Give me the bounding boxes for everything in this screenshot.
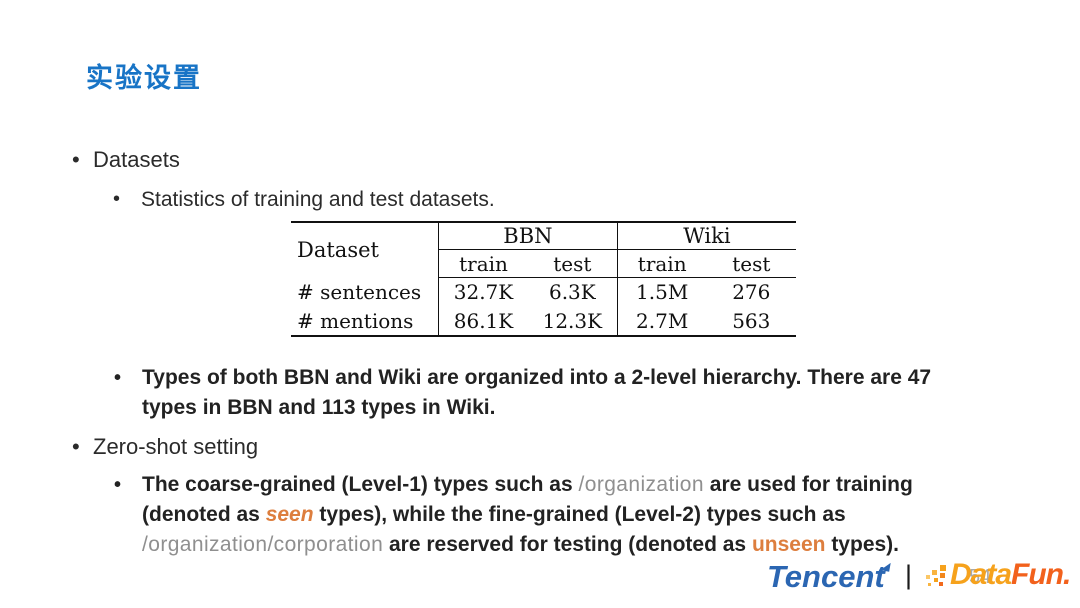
footer-divider: | [905,560,913,590]
bullet-datasets: • Datasets [72,147,180,173]
bullet-datasets-label: Datasets [93,147,180,172]
table-cell: 563 [732,308,771,333]
types-line-1: Types of both BBN and Wiki are organized… [142,366,932,389]
table-cell: 1.5M [616,277,707,307]
types-line-2: types in BBN and 113 types in Wiki. [142,396,496,419]
tencent-logo-text: Tencent [767,559,885,594]
datafun-dots-icon [926,565,946,586]
bullet-zeroshot-label: Zero-shot setting [93,434,259,459]
table-cell: 32.7K [438,277,528,307]
table-cell: 2.7M [616,306,707,336]
text-run: are reserved for testing (denoted as [383,533,752,556]
text-run: (denoted as [142,503,266,526]
zeroshot-line-3: /organization/corporation are reserved f… [142,530,913,560]
table-cell: 86.1K [438,306,528,336]
bullet-statistics: • Statistics of training and test datase… [113,188,495,212]
bullet-icon: • [72,147,80,172]
table-corner-header: Dataset [291,222,440,278]
datafun-text-fun: Fun. [1011,558,1071,591]
table-cell: 6.3K [548,280,596,305]
dataset-statistics-table: Dataset BBN Wiki train test train test #… [291,221,796,337]
datafun-logo-text: DataFun. [950,558,1071,592]
bullet-types-hierarchy: • Types of both BBN and Wiki are organiz… [114,363,931,423]
bullet-icon: • [113,188,121,210]
text-run: The coarse-grained (Level-1) types such … [142,473,579,496]
table-subheader: train [438,249,528,278]
table-header-row-groups: Dataset BBN Wiki [291,222,796,278]
table-header-row-splits: train test train test [291,249,796,278]
page-number: 54 [969,566,992,588]
table-group-header-wiki: Wiki [616,222,796,250]
bullet-coarse-grained: • The coarse-grained (Level-1) types suc… [114,470,913,560]
datafun-text-data: Data [950,558,1012,591]
table-subheader: train [616,249,707,278]
table-row-label: # sentences [297,280,422,304]
table-subheader: test [706,249,796,278]
unseen-keyword: unseen [751,533,826,556]
zeroshot-paragraph: The coarse-grained (Level-1) types such … [142,470,913,560]
type-path-corporation: /organization/corporation [142,533,384,556]
table-cell: 276 [732,280,771,305]
tencent-arrow-icon [879,561,891,572]
text-run: are used for training [703,473,913,496]
bullet-statistics-label: Statistics of training and test datasets… [141,188,495,211]
bullet-icon: • [72,434,80,459]
zeroshot-line-2: (denoted as seen types), while the fine-… [142,500,913,530]
bullet-zeroshot: • Zero-shot setting [72,434,258,460]
tencent-logo: Tencent [767,559,891,595]
table-subheader: test [527,249,618,278]
seen-keyword: seen [265,503,314,526]
type-path-organization: /organization [578,473,704,496]
table-cell: 12.3K [542,308,603,333]
text-run: types), while the fine-grained (Level-2)… [313,503,846,526]
zeroshot-line-1: The coarse-grained (Level-1) types such … [142,470,913,500]
datafun-logo: DataFun. [926,558,1071,592]
table-row-label: # mentions [297,308,414,333]
table-group-header-bbn: BBN [438,222,618,250]
text-run: types). [825,533,900,556]
slide-title: 实验设置 [86,63,202,93]
types-paragraph: Types of both BBN and Wiki are organized… [142,363,931,423]
bullet-icon: • [114,367,122,389]
table-row-mentions: # mentions 86.1K 12.3K 2.7M 563 [291,306,796,336]
bullet-icon: • [114,474,122,496]
table-row-sentences: # sentences 32.7K 6.3K 1.5M 276 [291,277,796,307]
